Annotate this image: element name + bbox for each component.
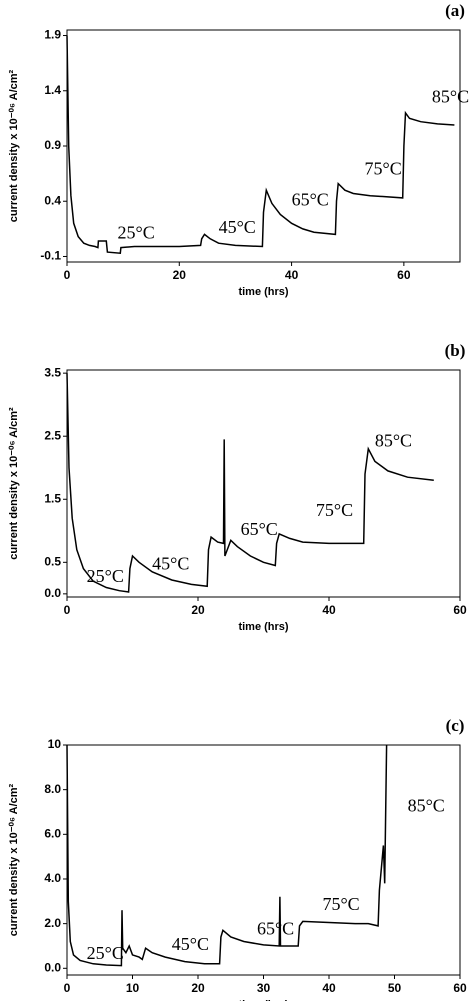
annotation: 75°C (322, 894, 359, 914)
panel-label: (b) (445, 341, 466, 360)
y-tick-label: 10 (48, 737, 62, 751)
x-axis-label: time (hrs) (238, 999, 288, 1001)
data-line (66, 744, 388, 967)
x-tick-label: 40 (285, 268, 299, 282)
x-tick-label: 40 (322, 981, 336, 995)
x-axis-label: time (hrs) (238, 621, 288, 633)
annotation: 75°C (316, 500, 353, 520)
data-line (66, 373, 434, 593)
y-axis-label: current density x 10⁻⁰⁶ A/cm² (8, 69, 20, 222)
y-tick-label: 1.4 (44, 83, 61, 97)
data-line (66, 35, 455, 255)
x-tick-label: 10 (126, 981, 140, 995)
annotation: 75°C (365, 158, 402, 178)
x-tick-label: 50 (388, 981, 402, 995)
y-tick-label: 2.0 (44, 916, 61, 930)
y-tick-label: 0.0 (44, 586, 61, 600)
panel-label: (c) (446, 716, 465, 735)
annotation: 25°C (87, 943, 124, 963)
annotation: 65°C (257, 918, 294, 938)
annotation: 25°C (118, 223, 155, 243)
x-tick-label: 60 (453, 603, 467, 617)
annotation: 25°C (87, 566, 124, 586)
x-tick-label: 20 (173, 268, 187, 282)
x-tick-label: 20 (191, 603, 205, 617)
x-tick-label: 0 (64, 603, 71, 617)
y-tick-label: 0.9 (44, 138, 61, 152)
y-tick-label: 1.5 (44, 491, 61, 505)
annotation: 65°C (241, 519, 278, 539)
annotation: 65°C (292, 189, 329, 209)
y-tick-label: 1.9 (44, 28, 61, 42)
y-tick-label: 8.0 (44, 782, 61, 796)
y-tick-label: 0.0 (44, 960, 61, 974)
annotation: 45°C (219, 217, 256, 237)
x-tick-label: 0 (64, 268, 71, 282)
annotation: 45°C (152, 554, 189, 574)
plot-frame (66, 369, 461, 598)
y-tick-label: 3.5 (44, 365, 61, 379)
x-tick-label: 30 (257, 981, 271, 995)
y-tick-label: 0.5 (44, 554, 61, 568)
annotation: 85°C (408, 796, 445, 816)
y-tick-label: 6.0 (44, 826, 61, 840)
y-tick-label: -0.1 (40, 249, 61, 263)
x-tick-label: 20 (191, 981, 205, 995)
annotation: 85°C (375, 431, 412, 451)
x-tick-label: 40 (322, 603, 336, 617)
x-tick-label: 60 (397, 268, 411, 282)
annotation: 45°C (172, 934, 209, 954)
annotation: 85°C (432, 87, 469, 107)
x-tick-label: 0 (64, 981, 71, 995)
x-tick-label: 60 (453, 981, 467, 995)
panel-label: (a) (445, 1, 465, 20)
y-axis-label: current density x 10⁻⁰⁶ A/cm² (8, 407, 20, 560)
y-tick-label: 4.0 (44, 871, 61, 885)
y-axis-label: current density x 10⁻⁰⁶ A/cm² (8, 783, 20, 936)
y-tick-label: 2.5 (44, 428, 61, 442)
y-tick-label: 0.4 (44, 193, 61, 207)
plot-frame (66, 744, 461, 976)
x-axis-label: time (hrs) (238, 286, 288, 298)
